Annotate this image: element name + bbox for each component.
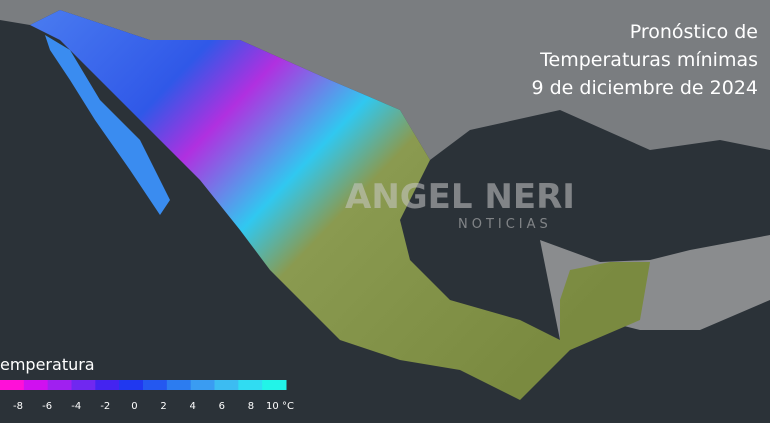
legend-swatch [119,380,144,390]
legend-swatch [190,380,215,390]
mexico [30,10,650,400]
title-line: Pronóstico de [630,21,758,43]
legend-tick-label: -8 [13,401,23,412]
legend-tick-label: -6 [42,401,52,412]
legend-tick-label: -4 [71,401,81,412]
legend-swatch [166,380,192,390]
legend-tick-label: 6 [219,401,225,412]
legend-tick-label: -2 [100,401,110,412]
legend-swatch [238,380,263,390]
title-line: Temperaturas mínimas [539,49,758,71]
legend-tick-label: 4 [189,401,195,412]
legend: -8 -6 -4 -2 0 2 4 6 8 10 °C [0,380,294,412]
baja-california [45,35,170,215]
legend-tick-label: 2 [160,401,166,412]
legend-swatch [23,380,49,390]
legend-tick-label: 0 [131,401,137,412]
watermark-sub: NOTICIAS [458,217,552,232]
title-line: 9 de diciembre de 2024 [531,77,758,99]
legend-swatch [71,380,96,390]
watermark-brand: ANGEL NERI [345,177,575,217]
legend-swatch [0,380,25,390]
legend-swatch [262,380,287,390]
legend-swatch [214,380,239,390]
legend-swatch [95,380,120,390]
legend-swatch [47,380,72,390]
legend-swatch [143,380,168,390]
legend-tick-label: 10 °C [266,401,294,412]
legend-tick-label: 8 [248,401,254,412]
legend-title: emperatura [0,355,95,374]
